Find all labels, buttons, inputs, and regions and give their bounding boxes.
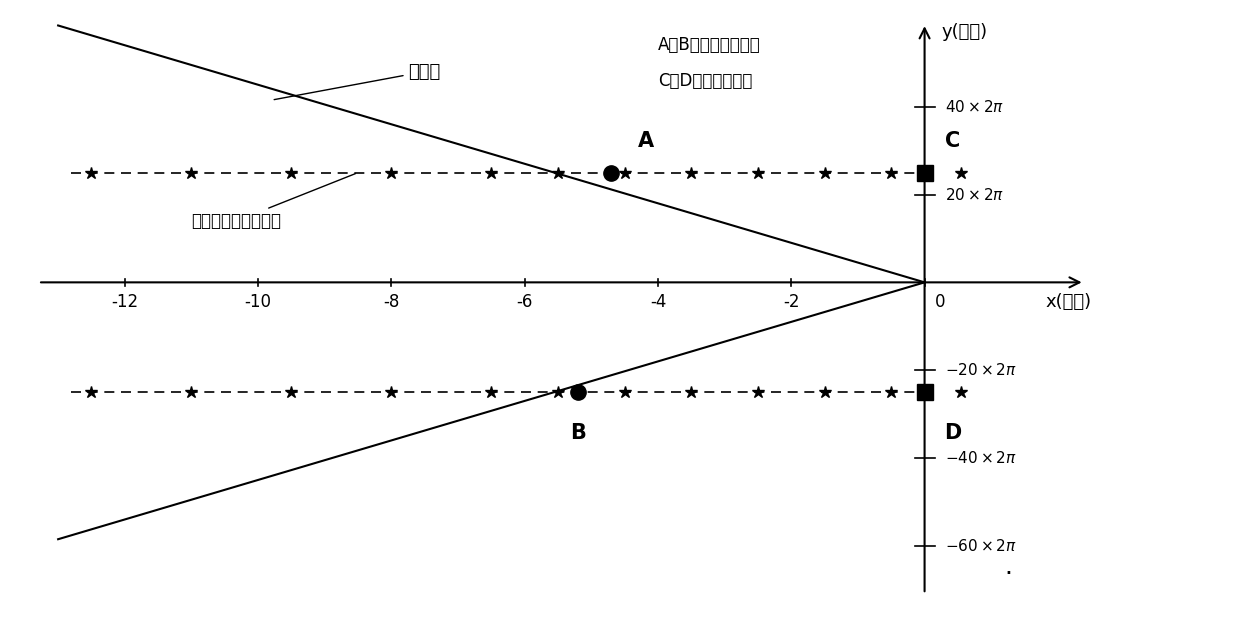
Text: -6: -6 [517,294,533,311]
Text: C、D：虚轴穿越点: C、D：虚轴穿越点 [658,72,753,89]
Text: A: A [639,130,655,151]
Text: x(实部): x(实部) [1045,294,1091,311]
Text: $-20\times2\pi$: $-20\times2\pi$ [945,362,1017,378]
Text: .: . [1004,554,1013,578]
Text: 0: 0 [935,294,945,311]
Text: -12: -12 [112,294,139,311]
Text: D: D [945,423,962,443]
Text: $40\times2\pi$: $40\times2\pi$ [945,99,1004,115]
Text: A、B：阻尼轴穿越点: A、B：阻尼轴穿越点 [658,37,760,54]
Text: -10: -10 [244,294,272,311]
Text: $-60\times2\pi$: $-60\times2\pi$ [945,538,1017,554]
Text: -8: -8 [383,294,399,311]
Text: 阻尼轴: 阻尼轴 [274,62,441,100]
Text: $-40\times2\pi$: $-40\times2\pi$ [945,450,1017,466]
Text: -4: -4 [650,294,666,311]
Text: 共轭特征根变化轨迹: 共轭特征根变化轨迹 [191,174,356,230]
Text: C: C [945,130,960,151]
Text: -2: -2 [782,294,800,311]
Text: y(虚部): y(虚部) [941,23,987,42]
Text: $20\times2\pi$: $20\times2\pi$ [945,186,1004,202]
Text: B: B [570,423,587,443]
